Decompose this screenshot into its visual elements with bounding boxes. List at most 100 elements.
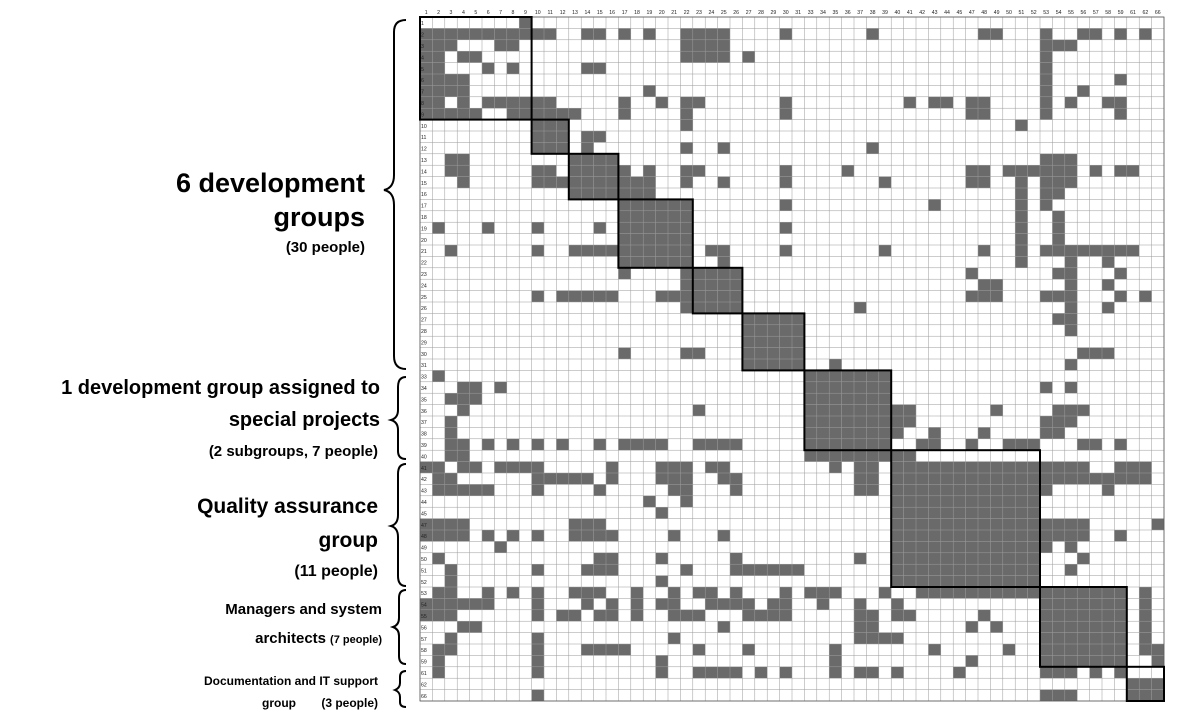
row-label: 17 xyxy=(421,204,427,210)
matrix-cell xyxy=(730,484,743,496)
matrix-cell xyxy=(891,598,904,610)
matrix-cell xyxy=(717,51,730,63)
matrix-cell xyxy=(878,450,892,462)
matrix-cell xyxy=(854,404,867,416)
row-label: 15 xyxy=(421,181,427,187)
matrix-cell xyxy=(1077,632,1090,644)
row-label: 18 xyxy=(421,215,427,221)
matrix-cell xyxy=(494,541,507,553)
matrix-cell xyxy=(978,564,991,576)
matrix-cell xyxy=(692,39,706,52)
matrix-cell xyxy=(1040,62,1053,74)
matrix-cell xyxy=(1114,245,1127,257)
matrix-cell xyxy=(916,438,929,451)
matrix-cell xyxy=(1015,233,1028,245)
brace-qa xyxy=(387,463,407,587)
matrix-cell xyxy=(606,564,619,576)
matrix-cell xyxy=(630,245,644,257)
matrix-cell xyxy=(965,507,978,519)
matrix-cell xyxy=(854,632,867,644)
matrix-cell xyxy=(829,655,842,667)
matrix-cell xyxy=(1040,381,1053,394)
matrix-cell xyxy=(891,427,904,439)
matrix-cell xyxy=(1040,632,1053,644)
matrix-cell xyxy=(705,302,718,314)
matrix-cell xyxy=(531,108,544,120)
matrix-cell xyxy=(1064,598,1078,610)
matrix-cell xyxy=(804,404,817,416)
matrix-cell xyxy=(432,530,445,542)
matrix-cell xyxy=(1089,438,1102,451)
matrix-cell xyxy=(1102,245,1115,257)
matrix-cell xyxy=(903,564,916,576)
matrix-cell xyxy=(705,39,718,52)
row-label: 7 xyxy=(421,90,424,96)
matrix-cell xyxy=(854,438,867,451)
group-label-managers-sub: (7 people) xyxy=(330,634,382,646)
row-label: 9 xyxy=(421,112,424,118)
matrix-cell xyxy=(1040,245,1053,257)
matrix-cell xyxy=(891,632,904,644)
matrix-cell xyxy=(531,598,544,610)
column-label: 39 xyxy=(882,10,888,16)
row-label: 23 xyxy=(421,272,427,278)
matrix-cell xyxy=(903,609,916,622)
matrix-cell xyxy=(1052,587,1065,599)
row-label: 31 xyxy=(421,363,427,369)
matrix-cell xyxy=(978,165,991,177)
column-label: 23 xyxy=(696,10,702,16)
matrix-cell xyxy=(916,587,929,599)
matrix-cell xyxy=(1064,530,1078,542)
matrix-cell xyxy=(953,461,966,473)
column-label: 33 xyxy=(808,10,814,16)
matrix-cell xyxy=(754,324,768,337)
matrix-cell xyxy=(891,518,904,530)
matrix-cell xyxy=(854,621,867,633)
matrix-cell xyxy=(891,473,904,485)
matrix-cell xyxy=(891,666,904,679)
matrix-cell xyxy=(928,199,941,211)
matrix-cell xyxy=(482,222,495,234)
matrix-cell xyxy=(457,461,470,473)
matrix-cell xyxy=(990,279,1003,291)
matrix-cell xyxy=(606,609,619,622)
row-label: 12 xyxy=(421,147,427,153)
matrix-cell xyxy=(556,609,569,622)
matrix-cell xyxy=(1064,621,1078,633)
matrix-cell xyxy=(1040,199,1053,211)
matrix-cell xyxy=(866,621,879,633)
matrix-cell xyxy=(519,96,532,109)
matrix-cell xyxy=(1064,313,1078,325)
matrix-cell xyxy=(779,336,792,348)
matrix-cell xyxy=(593,188,606,200)
matrix-cell xyxy=(630,176,644,188)
matrix-cell xyxy=(1040,108,1053,120)
column-label: 59 xyxy=(1118,10,1124,16)
matrix-cell xyxy=(903,484,916,496)
matrix-cell xyxy=(1040,609,1053,622)
matrix-cell xyxy=(1064,587,1078,599)
matrix-cell xyxy=(965,96,978,109)
row-label: 20 xyxy=(421,238,427,244)
matrix-cell xyxy=(1077,404,1090,416)
group-label-docs-sub: (3 people) xyxy=(321,696,378,710)
matrix-cell xyxy=(829,450,842,462)
matrix-cell xyxy=(816,598,830,610)
column-label: 50 xyxy=(1006,10,1012,16)
matrix-cell xyxy=(965,473,978,485)
matrix-cell xyxy=(903,495,916,508)
matrix-cell xyxy=(506,438,520,451)
matrix-cell xyxy=(1015,165,1028,177)
matrix-cell xyxy=(1052,621,1065,633)
matrix-cell xyxy=(1139,290,1152,302)
group-label-docs-line2: group xyxy=(262,696,296,710)
matrix-cell xyxy=(903,461,916,473)
matrix-cell xyxy=(457,518,470,530)
matrix-cell xyxy=(668,461,681,473)
matrix-cell xyxy=(1027,165,1040,177)
row-label: 26 xyxy=(421,306,427,312)
matrix-cell xyxy=(705,438,718,451)
matrix-cell xyxy=(482,96,495,109)
matrix-cell xyxy=(767,324,780,337)
matrix-cell xyxy=(891,530,904,542)
